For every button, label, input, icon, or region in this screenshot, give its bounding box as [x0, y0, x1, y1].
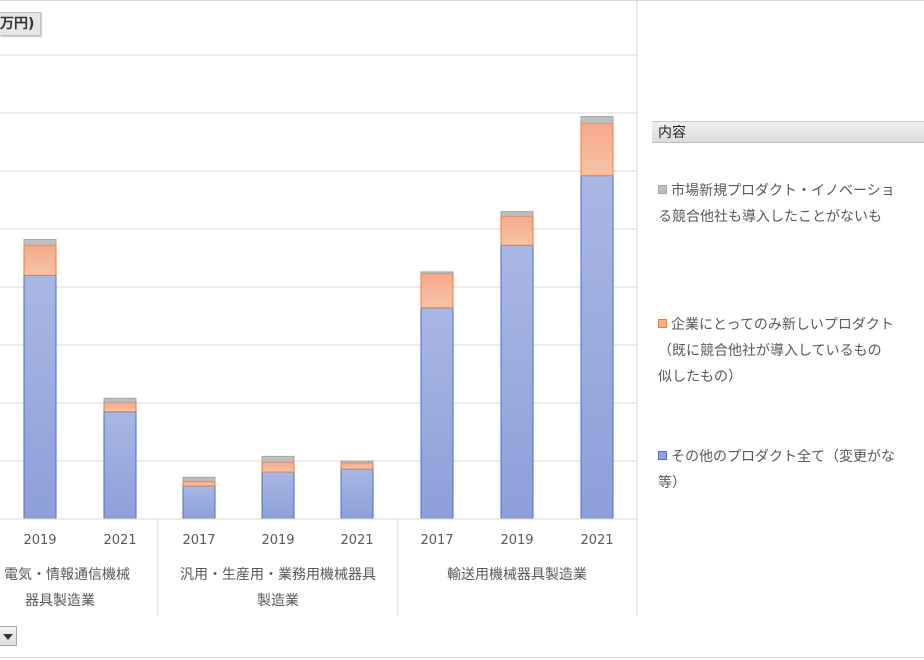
bar-segment-new-to-firm [182, 480, 216, 487]
x-tick-label: 2021 [580, 533, 613, 548]
x-group-label: 製造業 [257, 593, 299, 609]
x-tick-label: 2021 [340, 533, 373, 548]
bar-segment-new-to-market [420, 271, 454, 275]
bar-segment-new-to-market [261, 455, 295, 463]
chart-frame-top [0, 0, 924, 1]
bar-segment-new-to-firm [23, 244, 57, 276]
legend-swatch [658, 319, 667, 328]
bar-segment-new-to-market [182, 476, 216, 482]
unit-label: 万円) [0, 12, 42, 36]
legend-text: その他のプロダクト全て（変更がな 等） [658, 449, 895, 491]
bar-segment-other [580, 175, 614, 520]
bar-segment-new-to-firm [103, 401, 137, 413]
legend-item-new-to-market[interactable]: 市場新規プロダクト・イノベーショ る競合他社も導入したことがないも [658, 178, 924, 230]
x-group-label: ・電気・情報通信機械 [0, 567, 130, 583]
bar-segment-new-to-firm [340, 462, 374, 470]
x-tick-label: 2019 [500, 533, 533, 548]
bar-segment-new-to-market [500, 211, 534, 217]
legend-swatch [658, 185, 667, 194]
bar-segment-other [500, 244, 534, 520]
bar-marks [23, 115, 614, 520]
bar-segment-new-to-market [340, 460, 374, 464]
legend-item-new-to-firm[interactable]: 企業にとってのみ新しいプロダクト （既に競合他社が導入しているもの 似したもの） [658, 312, 924, 390]
legend-swatch [658, 451, 667, 460]
bar-segment-other [182, 485, 216, 520]
x-group-label: 輸送用機械器具製造業 [447, 567, 587, 583]
x-axis: 2019 2021 2017 2019 2021 2017 2019 2021 ・電気・情報通信… [0, 518, 637, 616]
x-tick-label: 2021 [103, 533, 136, 548]
bar-segment-other [23, 274, 57, 520]
bar-segment-new-to-firm [261, 461, 295, 473]
stacked-bar-chart: 2019 2021 2017 2019 2021 2017 2019 2021 ・電気・情報通信… [0, 0, 638, 616]
chevron-down-icon [3, 634, 13, 640]
bar-segment-new-to-firm [580, 122, 614, 177]
bar-segment-other [340, 468, 374, 520]
x-tick-label: 2019 [261, 533, 294, 548]
x-tick-label: 2017 [182, 533, 215, 548]
bar-segment-new-to-market [580, 115, 614, 124]
bar-segment-other [103, 411, 137, 520]
legend-text: 企業にとってのみ新しいプロダクト （既に競合他社が導入しているもの 似したもの） [658, 317, 894, 385]
bar-segment-other [420, 307, 454, 520]
x-tick-label: 2019 [23, 533, 56, 548]
bar-segment-new-to-firm [420, 273, 454, 309]
x-group-label: 汎用・生産用・業務用機械器具 [180, 567, 376, 583]
legend-item-other[interactable]: その他のプロダクト全て（変更がな 等） [658, 444, 924, 496]
bar-segment-new-to-market [103, 397, 137, 403]
chart-frame-bottom [0, 657, 924, 658]
filter-dropdown-button[interactable] [0, 626, 17, 646]
legend-text: 市場新規プロダクト・イノベーショ る競合他社も導入したことがないも [658, 183, 895, 225]
legend-title: 内容 [652, 121, 924, 143]
gridlines [0, 0, 638, 616]
x-tick-label: 2017 [420, 533, 453, 548]
bar-segment-new-to-market [23, 238, 57, 246]
x-group-label: 器具製造業 [25, 593, 95, 609]
bar-segment-other [261, 471, 295, 520]
bar-segment-new-to-firm [500, 215, 534, 246]
